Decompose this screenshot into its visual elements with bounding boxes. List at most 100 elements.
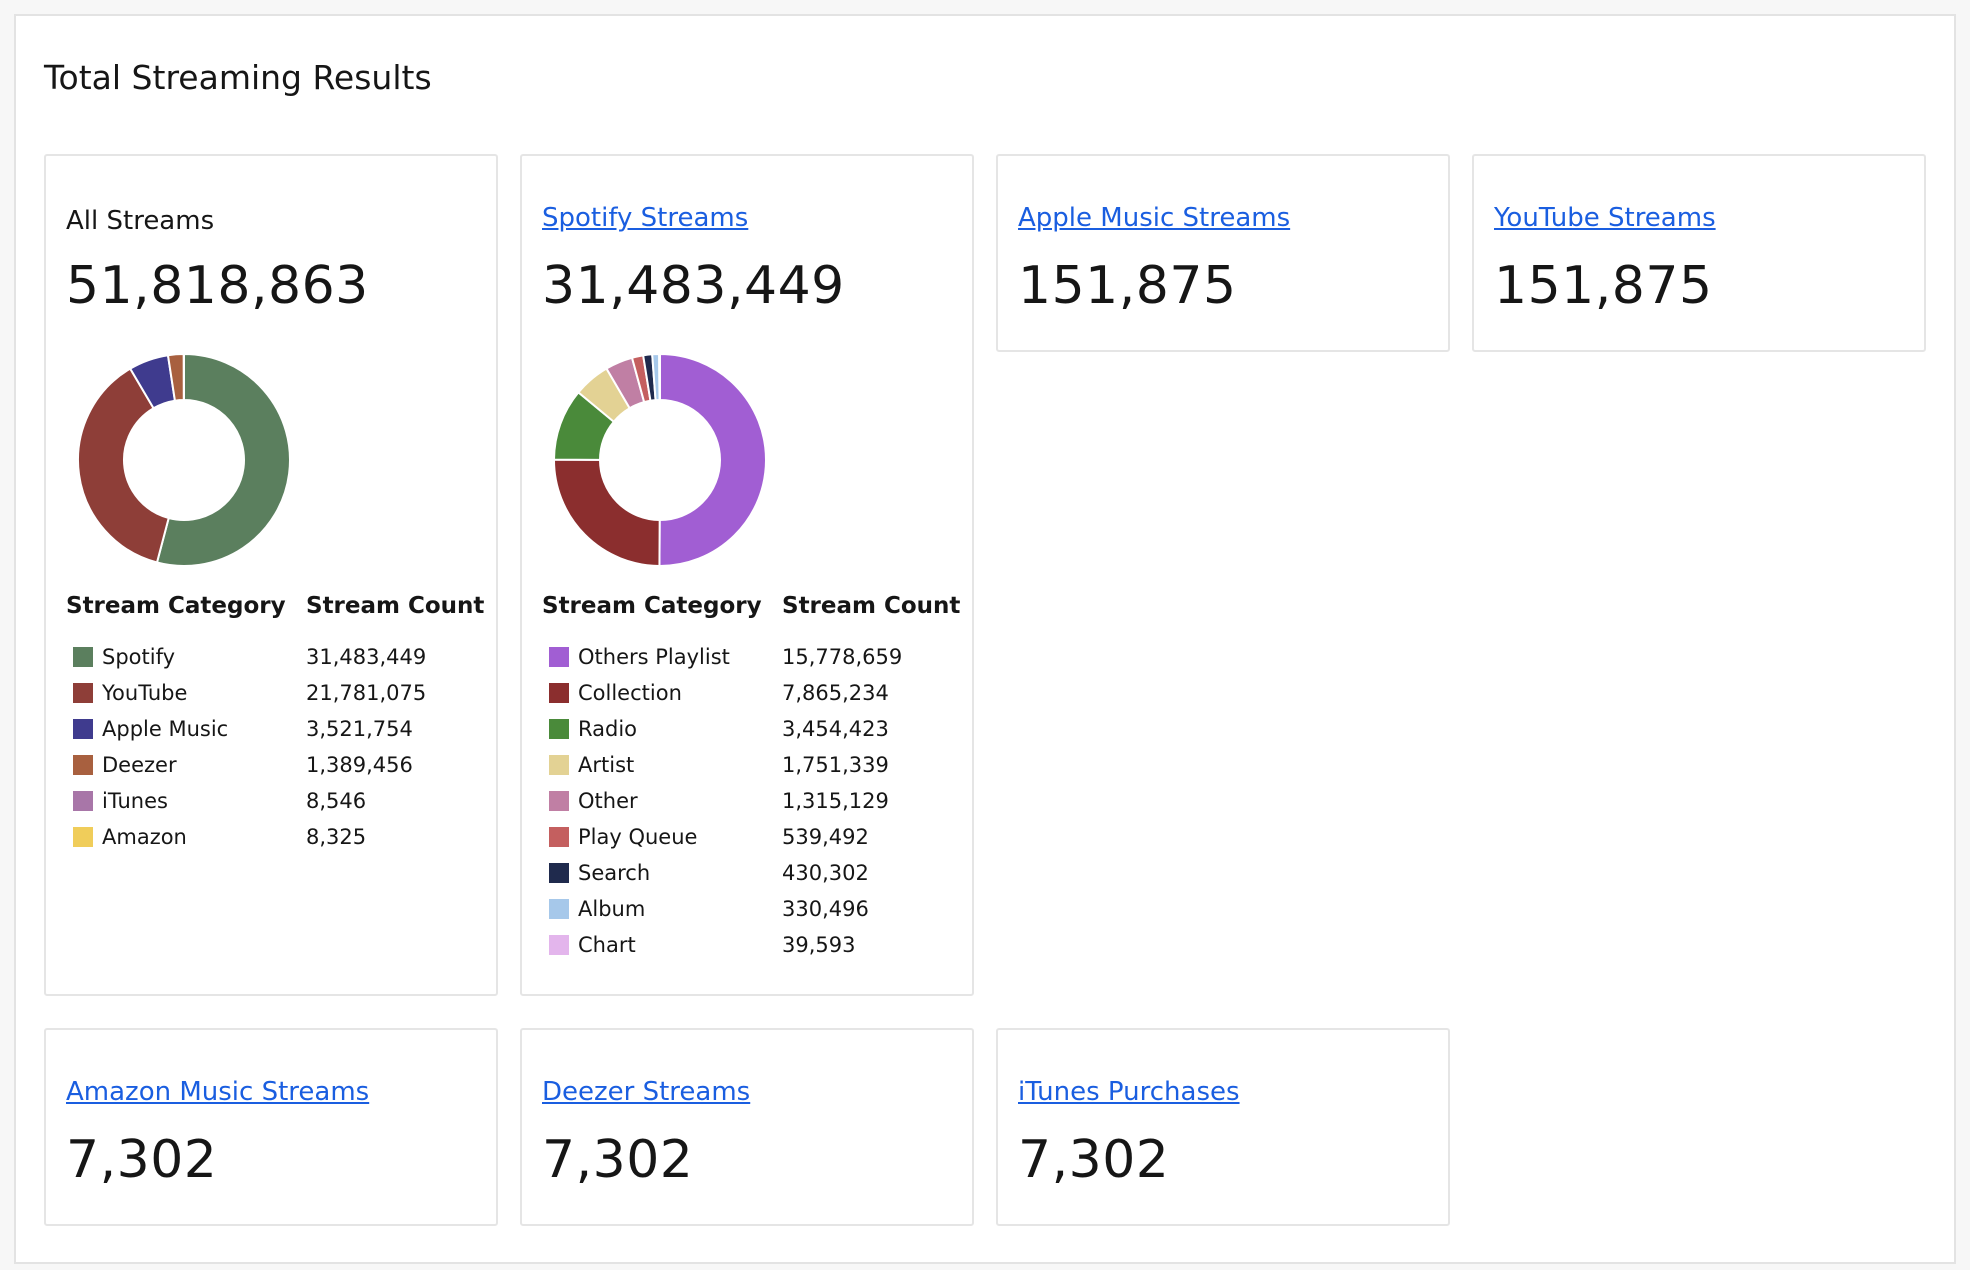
legend-category-cell: Deezer — [66, 747, 306, 783]
column-header: Stream Category — [66, 593, 306, 639]
legend-row: Amazon 8,325 — [66, 819, 484, 855]
legend-label: Play Queue — [578, 825, 697, 849]
youtube-streams-link[interactable]: YouTube Streams — [1494, 203, 1716, 233]
legend-color-swatch — [549, 647, 569, 667]
legend-label: iTunes — [102, 789, 168, 813]
legend-color-swatch — [73, 683, 93, 703]
legend-color-swatch — [549, 827, 569, 847]
legend-category-cell: iTunes — [66, 783, 306, 819]
legend-label: Collection — [578, 681, 682, 705]
legend-label: Spotify — [102, 645, 175, 669]
legend-count: 8,325 — [306, 819, 484, 855]
card-value: 51,818,863 — [66, 256, 369, 316]
card-title: All Streams — [66, 206, 214, 236]
streaming-results-panel: Total Streaming Results All Streams 51,8… — [14, 14, 1956, 1264]
legend-count: 1,389,456 — [306, 747, 484, 783]
itunes-purchases-link[interactable]: iTunes Purchases — [1018, 1077, 1240, 1107]
donut-slice-others-playlist[interactable] — [659, 354, 766, 566]
all-streams-donut-chart — [76, 352, 292, 568]
legend-row: Album 330,496 — [542, 891, 960, 927]
legend-row: Artist 1,751,339 — [542, 747, 960, 783]
legend-category-cell: Collection — [542, 675, 782, 711]
legend-count: 3,454,423 — [782, 711, 960, 747]
card-value: 31,483,449 — [542, 256, 845, 316]
legend-category-cell: Others Playlist — [542, 639, 782, 675]
legend-color-swatch — [73, 719, 93, 739]
legend-color-swatch — [549, 755, 569, 775]
legend-row: Other 1,315,129 — [542, 783, 960, 819]
legend-color-swatch — [73, 827, 93, 847]
all-streams-card: All Streams 51,818,863 Stream Category S… — [44, 154, 498, 996]
donut-slice-collection[interactable] — [554, 460, 660, 566]
legend-category-cell: Apple Music — [66, 711, 306, 747]
legend-count: 3,521,754 — [306, 711, 484, 747]
column-header: Stream Count — [306, 593, 484, 639]
legend-category-cell: Chart — [542, 927, 782, 963]
legend-label: Other — [578, 789, 638, 813]
card-value: 7,302 — [66, 1130, 217, 1190]
legend-row: YouTube 21,781,075 — [66, 675, 484, 711]
legend-category-cell: Album — [542, 891, 782, 927]
legend-category-cell: YouTube — [66, 675, 306, 711]
legend-category-cell: Spotify — [66, 639, 306, 675]
legend-label: Amazon — [102, 825, 187, 849]
legend-count: 330,496 — [782, 891, 960, 927]
legend-color-swatch — [549, 791, 569, 811]
card-value: 151,875 — [1494, 256, 1713, 316]
legend-label: YouTube — [102, 681, 187, 705]
legend-label: Deezer — [102, 753, 177, 777]
deezer-streams-link[interactable]: Deezer Streams — [542, 1077, 750, 1107]
legend-label: Radio — [578, 717, 637, 741]
legend-color-swatch — [549, 683, 569, 703]
card-value: 7,302 — [1018, 1130, 1169, 1190]
spotify-streams-donut-chart — [552, 352, 768, 568]
legend-color-swatch — [73, 755, 93, 775]
legend-category-cell: Search — [542, 855, 782, 891]
legend-count: 7,865,234 — [782, 675, 960, 711]
page-title: Total Streaming Results — [44, 58, 432, 97]
legend-label: Artist — [578, 753, 634, 777]
apple-music-streams-card: Apple Music Streams 151,875 — [996, 154, 1450, 352]
spotify-streams-link[interactable]: Spotify Streams — [542, 203, 748, 233]
legend-color-swatch — [549, 935, 569, 955]
legend-row: Collection 7,865,234 — [542, 675, 960, 711]
legend-count: 1,751,339 — [782, 747, 960, 783]
deezer-streams-card: Deezer Streams 7,302 — [520, 1028, 974, 1226]
legend-count: 21,781,075 — [306, 675, 484, 711]
youtube-streams-card: YouTube Streams 151,875 — [1472, 154, 1926, 352]
legend-count: 1,315,129 — [782, 783, 960, 819]
apple-music-streams-link[interactable]: Apple Music Streams — [1018, 203, 1290, 233]
legend-label: Album — [578, 897, 645, 921]
legend-row: Search 430,302 — [542, 855, 960, 891]
legend-label: Chart — [578, 933, 636, 957]
all-streams-legend-table: Stream Category Stream Count Spotify 31,4… — [66, 593, 484, 855]
legend-count: 31,483,449 — [306, 639, 484, 675]
legend-count: 8,546 — [306, 783, 484, 819]
legend-label: Search — [578, 861, 650, 885]
legend-category-cell: Other — [542, 783, 782, 819]
spotify-streams-legend-table: Stream Category Stream Count Others Play… — [542, 593, 960, 963]
itunes-purchases-card: iTunes Purchases 7,302 — [996, 1028, 1450, 1226]
legend-color-swatch — [73, 791, 93, 811]
legend-category-cell: Amazon — [66, 819, 306, 855]
legend-count: 39,593 — [782, 927, 960, 963]
spotify-streams-card: Spotify Streams 31,483,449 Stream Catego… — [520, 154, 974, 996]
legend-row: Apple Music 3,521,754 — [66, 711, 484, 747]
amazon-music-streams-link[interactable]: Amazon Music Streams — [66, 1077, 369, 1107]
legend-count: 15,778,659 — [782, 639, 960, 675]
legend-color-swatch — [549, 719, 569, 739]
legend-color-swatch — [73, 647, 93, 667]
legend-color-swatch — [549, 863, 569, 883]
legend-row: Spotify 31,483,449 — [66, 639, 484, 675]
legend-category-cell: Artist — [542, 747, 782, 783]
legend-label: Others Playlist — [578, 645, 730, 669]
legend-row: iTunes 8,546 — [66, 783, 484, 819]
legend-count: 430,302 — [782, 855, 960, 891]
legend-row: Radio 3,454,423 — [542, 711, 960, 747]
card-value: 151,875 — [1018, 256, 1237, 316]
donut-slice-chart[interactable] — [659, 354, 660, 400]
legend-row: Deezer 1,389,456 — [66, 747, 484, 783]
legend-category-cell: Radio — [542, 711, 782, 747]
legend-count: 539,492 — [782, 819, 960, 855]
amazon-music-streams-card: Amazon Music Streams 7,302 — [44, 1028, 498, 1226]
